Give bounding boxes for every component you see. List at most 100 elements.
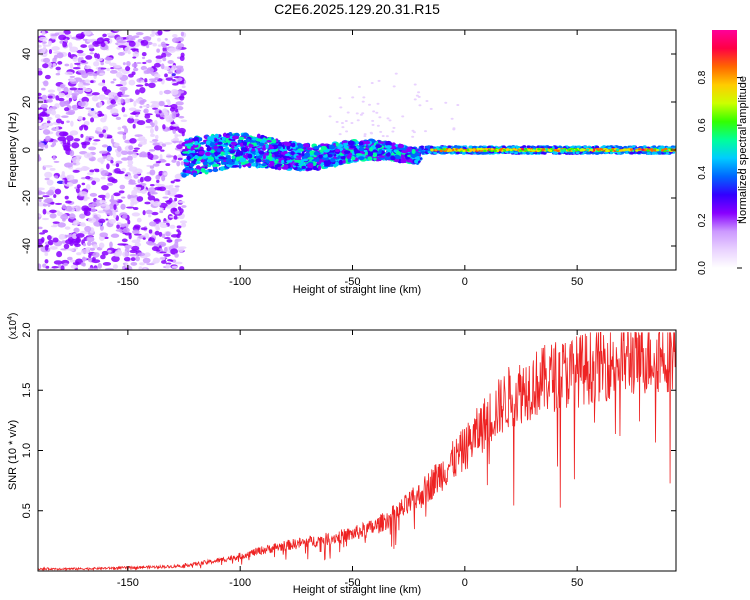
heatmap-cell <box>92 40 101 47</box>
heatmap-cell <box>54 175 59 179</box>
heatmap-cell <box>123 256 131 262</box>
heatmap-cell <box>229 150 236 154</box>
heatmap-cell <box>221 136 226 141</box>
heatmap-cell <box>164 237 171 240</box>
heatmap-cell <box>391 130 395 133</box>
heatmap-cell <box>73 138 81 142</box>
heatmap-cell <box>79 222 83 226</box>
heatmap-cell <box>86 93 94 97</box>
heatmap-cell <box>104 96 109 100</box>
heatmap-cell <box>396 151 402 156</box>
heatmap-cell <box>44 197 53 203</box>
heatmap-cell <box>143 108 149 114</box>
heatmap-cell <box>392 85 396 88</box>
heatmap-cell <box>73 162 77 165</box>
heatmap-cell <box>133 173 139 179</box>
heatmap-cell <box>56 251 63 258</box>
heatmap-cell <box>63 147 71 152</box>
heatmap-cell <box>378 148 382 155</box>
heatmap-cell <box>177 200 186 204</box>
heatmap-cell <box>117 52 125 56</box>
heatmap-x-tick-label: 0 <box>462 276 468 288</box>
heatmap-cell <box>133 233 142 236</box>
heatmap-cell <box>358 141 364 146</box>
heatmap-cell <box>127 155 133 162</box>
heatmap-cell <box>453 145 458 148</box>
heatmap-cell <box>64 226 71 230</box>
heatmap-cell <box>340 121 344 124</box>
heatmap-cell <box>210 135 216 139</box>
heatmap-cell <box>160 63 165 70</box>
heatmap-cell <box>101 86 108 93</box>
heatmap-cell <box>121 214 128 219</box>
heatmap-cell <box>100 254 106 260</box>
heatmap-cell <box>386 117 390 120</box>
heatmap-cell <box>127 219 131 225</box>
heatmap-y-ticks: -40 -20 0 20 40 <box>21 48 676 254</box>
heatmap-cell <box>97 82 106 87</box>
heatmap-cell <box>174 241 179 248</box>
heatmap-cell <box>144 201 151 205</box>
heatmap-cell <box>124 174 129 177</box>
heatmap-cell <box>115 84 124 87</box>
heatmap-cell <box>42 203 48 207</box>
heatmap-cell <box>661 148 665 152</box>
heatmap-cell <box>127 160 134 166</box>
heatmap-cell <box>369 147 374 152</box>
heatmap-cell <box>100 169 109 177</box>
heatmap-cell <box>153 119 158 126</box>
heatmap-cell <box>270 142 278 146</box>
heatmap-cell <box>472 148 476 151</box>
heatmap-cell <box>98 218 106 224</box>
heatmap-cell <box>106 32 116 36</box>
heatmap-cell <box>363 133 367 136</box>
heatmap-cell <box>344 119 348 122</box>
heatmap-cell <box>92 251 100 258</box>
heatmap-cell <box>439 149 443 153</box>
heatmap-cell <box>93 61 100 67</box>
heatmap-cell <box>128 40 136 47</box>
heatmap-cell <box>57 222 66 228</box>
heatmap-cell <box>135 31 144 36</box>
heatmap-cell <box>122 227 130 233</box>
heatmap-cell <box>527 148 531 152</box>
heatmap-cell <box>136 217 142 223</box>
heatmap-cell <box>629 151 634 155</box>
heatmap-cell <box>265 143 269 149</box>
heatmap-cell <box>103 236 109 239</box>
heatmap-cell <box>153 145 163 151</box>
heatmap-cell <box>594 152 599 155</box>
heatmap-cell <box>79 213 86 219</box>
heatmap-cell <box>122 62 126 66</box>
heatmap-cell <box>361 100 365 103</box>
heatmap-cell <box>187 139 194 143</box>
heatmap-cell <box>175 108 179 113</box>
heatmap-cell <box>128 182 137 185</box>
heatmap-cell <box>556 149 560 153</box>
heatmap-cell <box>616 151 621 155</box>
heatmap-cell <box>93 139 101 142</box>
heatmap-cell <box>120 224 126 228</box>
heatmap-cell <box>81 142 87 149</box>
heatmap-cell <box>38 107 43 110</box>
snr-x-tick-label: -100 <box>229 577 251 589</box>
heatmap-cell <box>124 98 131 104</box>
heatmap-cell <box>128 73 134 78</box>
heatmap-cell <box>113 192 121 197</box>
heatmap-cell <box>343 142 348 148</box>
colorbar-ticks: 0.0 0.2 0.4 0.6 0.8 <box>697 70 742 275</box>
heatmap-cell <box>129 253 138 257</box>
heatmap-cell <box>427 150 432 154</box>
heatmap-cell <box>84 225 92 232</box>
heatmap-cell <box>142 210 146 216</box>
heatmap-cell <box>175 101 184 106</box>
heatmap-cell <box>424 130 428 133</box>
heatmap-cell <box>154 134 159 140</box>
heatmap-cell <box>38 67 42 72</box>
heatmap-cell <box>317 165 322 171</box>
heatmap-cell <box>635 149 639 152</box>
heatmap-cell <box>159 256 166 261</box>
heatmap-cell <box>131 63 138 68</box>
heatmap-cell <box>59 40 64 44</box>
heatmap-cell <box>620 151 625 154</box>
